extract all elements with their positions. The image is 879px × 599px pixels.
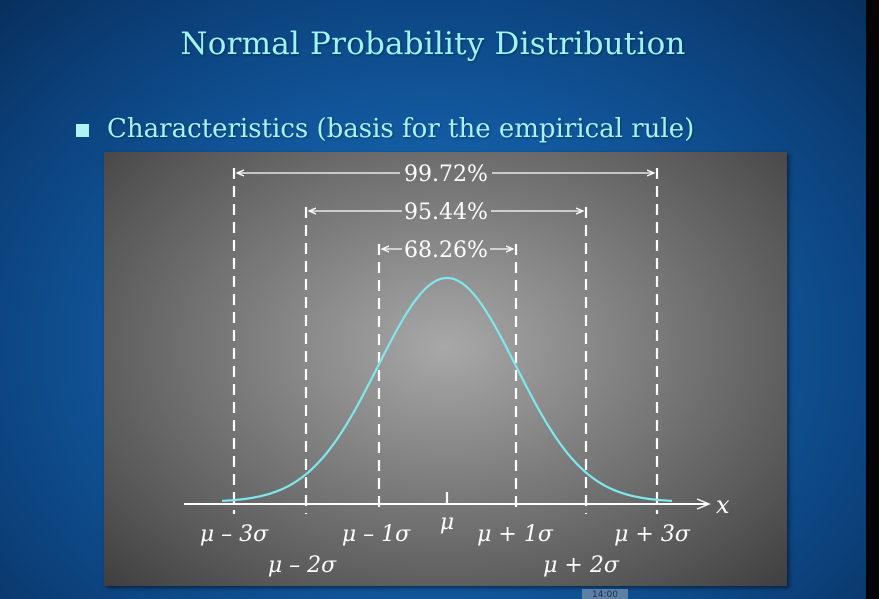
bullet-text: Characteristics (basis for the empirical… <box>107 114 695 144</box>
percent-label-99: 99.72% <box>404 162 488 187</box>
tick-label-mu: μ <box>440 510 454 535</box>
tick-label-mu-minus-2sigma: μ – 2σ <box>268 553 337 578</box>
tick-label-mu-plus-1sigma: μ + 1σ <box>477 522 554 547</box>
square-bullet-icon <box>76 123 89 137</box>
bullet-item: Characteristics (basis for the empirical… <box>76 114 694 144</box>
normal-curve-diagram: 99.72% 95.44% 68.26% x μ – 3σ μ – 2σ μ –… <box>184 162 730 578</box>
tick-label-mu-plus-3sigma: μ + 3σ <box>614 522 691 547</box>
x-axis-arrowhead <box>696 498 711 510</box>
diagram-panel: 99.72% 95.44% 68.26% x μ – 3σ μ – 2σ μ –… <box>104 152 787 586</box>
footer-tab: 14:00 <box>582 589 628 599</box>
tick-label-mu-minus-3sigma: μ – 3σ <box>200 522 269 547</box>
x-axis-variable: x <box>716 491 730 519</box>
window-edge <box>866 0 879 599</box>
normal-curve <box>221 276 673 502</box>
tick-label-mu-plus-2sigma: μ + 2σ <box>543 553 620 578</box>
percent-label-95: 95.44% <box>404 200 488 225</box>
percent-label-68: 68.26% <box>404 238 488 263</box>
slide-title: Normal Probability Distribution <box>180 26 686 62</box>
tick-label-mu-minus-1sigma: μ – 1σ <box>342 522 411 547</box>
